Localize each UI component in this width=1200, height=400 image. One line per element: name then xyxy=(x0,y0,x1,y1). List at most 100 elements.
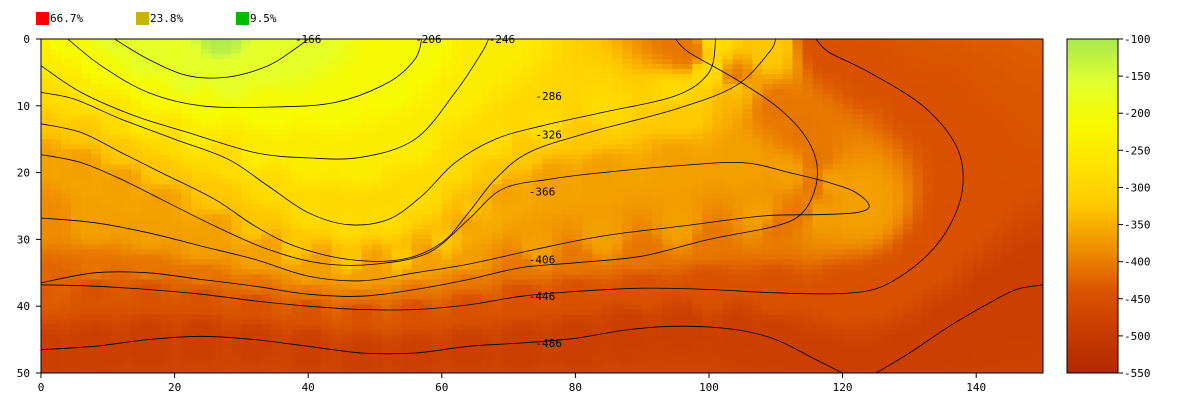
heatmap-cell xyxy=(662,174,673,180)
heatmap-cell xyxy=(441,149,453,155)
heatmap-cell xyxy=(562,319,573,326)
heatmap-cell xyxy=(481,364,493,371)
heatmap-cell xyxy=(552,99,563,105)
heatmap-cell xyxy=(91,179,102,185)
heatmap-cell xyxy=(522,149,533,155)
heatmap-cell xyxy=(642,89,653,95)
heatmap-cell xyxy=(782,59,794,65)
heatmap-cell xyxy=(722,299,733,306)
heatmap-cell xyxy=(201,94,212,100)
heatmap-cell xyxy=(311,294,323,301)
heatmap-cell xyxy=(211,369,222,373)
heatmap-cell xyxy=(71,139,82,145)
heatmap-cell xyxy=(351,89,363,95)
heatmap-cell xyxy=(481,309,493,316)
heatmap-cell xyxy=(71,314,82,321)
heatmap-cell xyxy=(491,114,503,120)
heatmap-cell xyxy=(281,289,293,296)
heatmap-cell xyxy=(221,214,232,220)
heatmap-cell xyxy=(481,239,493,245)
heatmap-cell xyxy=(171,339,182,346)
heatmap-cell xyxy=(752,124,763,130)
heatmap-cell xyxy=(622,284,633,291)
heatmap-cell xyxy=(411,39,423,45)
heatmap-cell xyxy=(642,94,653,100)
heatmap-cell xyxy=(121,159,132,165)
heatmap-cell xyxy=(311,194,323,200)
heatmap-cell xyxy=(742,369,753,373)
heatmap-cell xyxy=(662,319,673,326)
heatmap-cell xyxy=(732,189,743,195)
heatmap-cell xyxy=(201,184,212,190)
heatmap-cell xyxy=(171,84,182,90)
heatmap-cell xyxy=(622,49,633,55)
heatmap-cell xyxy=(471,99,483,105)
heatmap-cell xyxy=(151,304,162,311)
heatmap-cell xyxy=(602,209,613,215)
heatmap-cell xyxy=(732,369,743,373)
heatmap-cell xyxy=(602,249,613,255)
heatmap-cell xyxy=(692,74,703,80)
heatmap-cell xyxy=(291,249,303,255)
heatmap-cell xyxy=(682,234,693,240)
heatmap-cell xyxy=(431,209,443,215)
heatmap-cell xyxy=(191,309,202,316)
heatmap-cell xyxy=(542,154,553,160)
heatmap-cell xyxy=(71,354,82,361)
heatmap-cell xyxy=(662,324,673,331)
heatmap-cell xyxy=(602,144,613,150)
heatmap-cell xyxy=(291,184,303,190)
heatmap-cell xyxy=(612,359,623,366)
heatmap-cell xyxy=(471,284,483,291)
heatmap-cell xyxy=(311,139,323,145)
heatmap-cell xyxy=(81,244,92,250)
heatmap-cell xyxy=(592,39,603,45)
heatmap-cell xyxy=(471,74,483,80)
heatmap-cell xyxy=(752,279,763,286)
heatmap-cell xyxy=(471,349,483,356)
heatmap-cell xyxy=(682,124,693,130)
heatmap-cell xyxy=(111,194,122,200)
heatmap-cell xyxy=(702,164,713,170)
legend-swatch xyxy=(136,12,149,25)
heatmap-cell xyxy=(391,49,403,55)
heatmap-cell xyxy=(291,64,303,70)
heatmap-cell xyxy=(171,89,182,95)
heatmap-cell xyxy=(71,369,82,373)
heatmap-cell xyxy=(542,64,553,70)
heatmap-cell xyxy=(772,314,784,321)
heatmap-cell xyxy=(191,349,202,356)
heatmap-cell xyxy=(451,179,463,185)
heatmap-cell xyxy=(471,219,483,225)
heatmap-cell xyxy=(281,229,293,235)
heatmap-cell xyxy=(241,269,252,276)
heatmap-cell xyxy=(301,269,313,276)
heatmap-cell xyxy=(191,224,202,230)
heatmap-cell xyxy=(141,309,152,316)
heatmap-cell xyxy=(662,279,673,286)
heatmap-cell xyxy=(281,199,293,205)
heatmap-cell xyxy=(441,279,453,286)
heatmap-cell xyxy=(291,219,303,225)
heatmap-cell xyxy=(401,124,413,130)
heatmap-cell xyxy=(732,234,743,240)
heatmap-cell xyxy=(582,179,593,185)
heatmap-cell xyxy=(291,229,303,235)
heatmap-cell xyxy=(732,44,743,50)
heatmap-cell xyxy=(552,204,563,210)
heatmap-cell xyxy=(562,204,573,210)
heatmap-cell xyxy=(702,59,713,65)
heatmap-cell xyxy=(281,44,293,50)
heatmap-cell xyxy=(722,114,733,120)
heatmap-cell xyxy=(231,189,242,195)
heatmap-cell xyxy=(401,64,413,70)
heatmap-cell xyxy=(732,79,743,85)
heatmap-cell xyxy=(732,309,743,316)
heatmap-cell xyxy=(732,69,743,75)
heatmap-cell xyxy=(311,349,323,356)
heatmap-cell xyxy=(682,229,693,235)
heatmap-cell xyxy=(441,294,453,301)
heatmap-cell xyxy=(111,149,122,155)
heatmap-cell xyxy=(271,89,283,95)
heatmap-cell xyxy=(441,284,453,291)
